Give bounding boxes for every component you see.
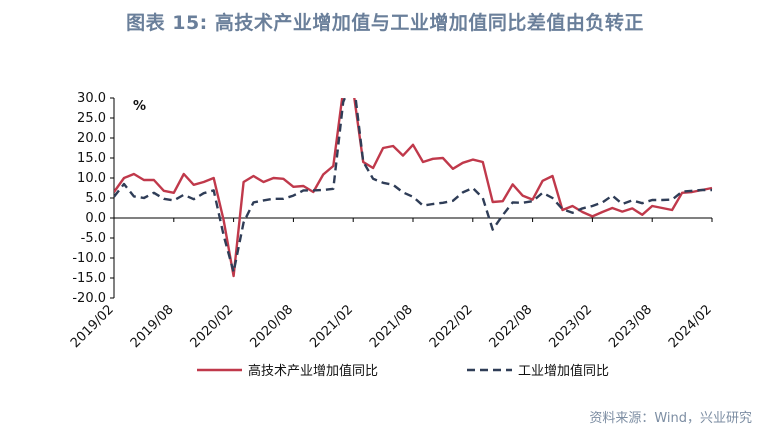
- y-tick-label: 5.0: [85, 191, 106, 206]
- y-tick-label: -15.0: [72, 271, 106, 286]
- source-note: 资料来源：Wind，兴业研究: [589, 411, 752, 426]
- x-tick-label: 2022/02: [427, 302, 476, 351]
- x-tick-label: 2024/02: [666, 302, 715, 351]
- x-tick-label: 2019/08: [128, 302, 177, 351]
- chart-series: [114, 98, 713, 278]
- legend-label: 高技术产业增加值同比: [248, 363, 378, 379]
- y-tick-label: 15.0: [77, 151, 106, 166]
- x-tick-label: 2021/08: [367, 302, 416, 351]
- y-tick-label: -5.0: [81, 231, 106, 246]
- x-tick-label: 2023/02: [546, 302, 595, 351]
- x-tick-label: 2020/08: [247, 302, 296, 351]
- y-tick-label: -10.0: [72, 251, 106, 266]
- series-line-industrial: [114, 98, 712, 274]
- legend-label: 工业增加值同比: [518, 363, 609, 379]
- x-tick-label: 2020/02: [188, 302, 237, 351]
- y-tick-label: 25.0: [77, 111, 106, 126]
- chart-title: 图表 15: 高技术产业增加值与工业增加值同比差值由负转正: [126, 12, 644, 34]
- y-tick-label: 0.0: [85, 211, 106, 226]
- y-tick-label: 30.0: [77, 91, 106, 106]
- series-line-high-tech: [114, 98, 713, 278]
- unit-label: %: [133, 99, 146, 114]
- chart-axes: 30.0 25.0 20.0 15.0 10.0 5.0 0.0 -5.0 -10.0 -15.0…: [68, 91, 715, 351]
- x-tick-label: 2019/02: [68, 302, 117, 351]
- x-tick-label: 2022/08: [487, 302, 536, 351]
- y-tick-label: -20.0: [72, 291, 106, 306]
- y-tick-label: 20.0: [77, 131, 106, 146]
- y-tick-label: 10.0: [77, 171, 106, 186]
- x-tick-label: 2021/02: [307, 302, 356, 351]
- x-tick-label: 2023/08: [606, 302, 655, 351]
- chart-legend: 高技术产业增加值同比 工业增加值同比: [197, 363, 609, 379]
